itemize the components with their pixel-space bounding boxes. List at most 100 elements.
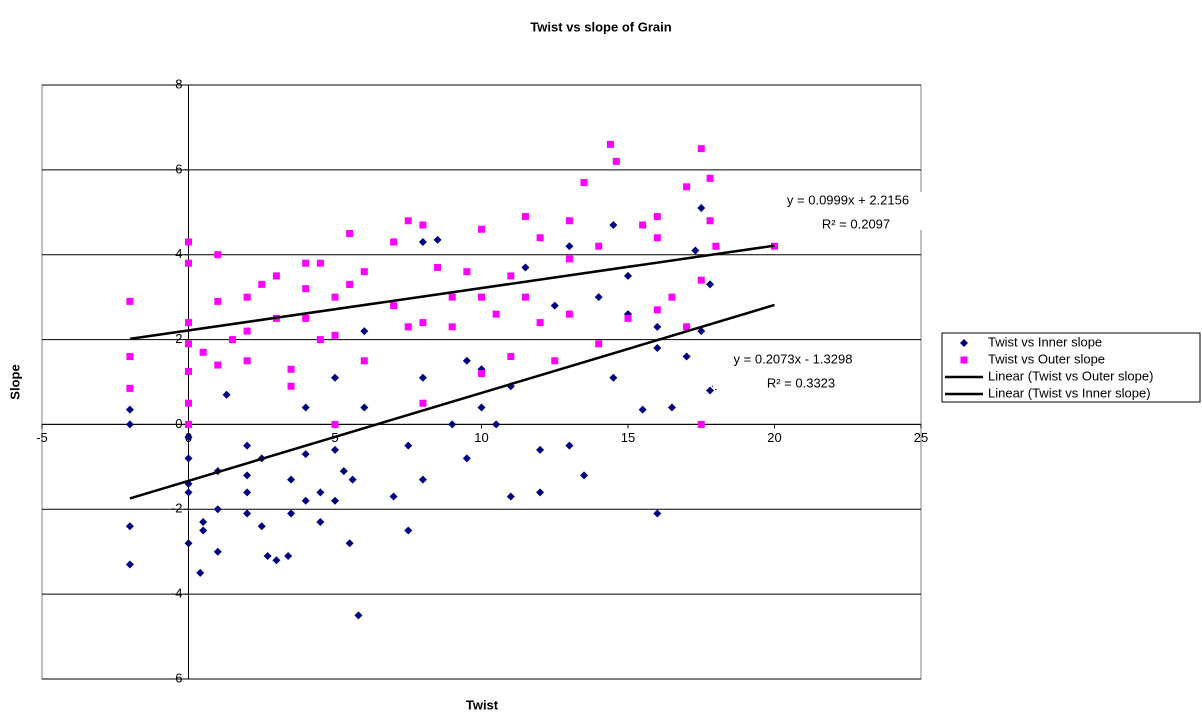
legend — [941, 332, 1201, 403]
y-tick-label: 0 — [175, 416, 182, 431]
point — [345, 539, 354, 548]
point — [419, 319, 427, 327]
point — [185, 420, 192, 428]
point — [360, 357, 368, 365]
point — [316, 488, 325, 497]
point — [301, 450, 310, 459]
point — [346, 230, 354, 237]
point — [301, 403, 310, 412]
annotation-bg — [713, 351, 873, 389]
point — [331, 293, 339, 301]
y-tick-label: -2 — [171, 501, 183, 516]
point — [302, 285, 310, 293]
point — [624, 271, 632, 280]
point — [390, 238, 398, 246]
trendline-r2: R² = 0.3323 — [767, 375, 835, 390]
point — [697, 420, 705, 428]
point — [389, 492, 398, 501]
point — [199, 526, 208, 535]
point — [706, 280, 715, 289]
point — [507, 272, 515, 280]
point — [126, 353, 134, 361]
y-tick-label: 2 — [175, 331, 182, 346]
point — [331, 420, 339, 428]
point — [287, 365, 295, 373]
point — [360, 403, 369, 412]
point — [691, 246, 700, 255]
point — [653, 344, 662, 353]
point — [536, 319, 544, 327]
point — [433, 235, 442, 244]
point — [565, 441, 574, 450]
trendline — [129, 244, 775, 341]
point — [263, 551, 272, 560]
point — [434, 263, 442, 271]
point — [478, 293, 485, 301]
trendline-equation: y = 0.0999x + 2.2156 — [787, 192, 909, 207]
point — [419, 221, 427, 229]
point — [683, 183, 691, 191]
point — [667, 403, 676, 412]
point — [418, 475, 427, 484]
point — [580, 471, 589, 480]
trendline — [129, 303, 775, 500]
point — [126, 384, 134, 392]
y-tick-label: -6 — [171, 670, 183, 685]
point — [258, 280, 266, 288]
point — [609, 373, 618, 382]
point — [243, 488, 252, 497]
point — [550, 301, 559, 310]
point — [653, 213, 661, 221]
point — [257, 522, 266, 531]
point — [213, 547, 222, 556]
point — [712, 242, 720, 250]
point — [287, 509, 296, 518]
point — [125, 405, 134, 414]
point — [448, 420, 457, 429]
point — [682, 352, 691, 361]
point — [536, 488, 545, 497]
point — [594, 293, 603, 302]
point — [243, 293, 251, 301]
point — [404, 441, 413, 450]
point — [272, 272, 280, 280]
point — [697, 145, 705, 153]
chart-title: Twist vs slope of Grain — [530, 19, 671, 34]
point — [653, 306, 661, 314]
point — [404, 217, 412, 225]
point — [536, 445, 545, 454]
point — [653, 234, 661, 242]
point — [624, 314, 632, 322]
point — [507, 353, 515, 361]
point — [228, 336, 236, 344]
point — [418, 373, 427, 382]
point — [606, 140, 614, 148]
point — [243, 327, 251, 335]
y-tick-label: 8 — [175, 76, 182, 91]
point — [462, 454, 471, 463]
x-tick-label: 15 — [621, 430, 635, 445]
point — [506, 492, 515, 501]
y-tick-label: 4 — [175, 246, 182, 261]
point — [668, 293, 676, 301]
point — [331, 331, 339, 339]
point — [185, 238, 192, 246]
point — [214, 251, 222, 259]
point — [302, 259, 310, 267]
point — [222, 390, 231, 399]
point — [196, 568, 205, 577]
point — [697, 327, 706, 336]
point — [287, 475, 296, 484]
point — [448, 323, 456, 331]
point — [697, 204, 706, 213]
point — [653, 509, 662, 518]
point — [185, 340, 192, 348]
point — [199, 518, 208, 527]
point — [478, 370, 485, 378]
point — [706, 386, 715, 395]
point — [287, 382, 295, 390]
point — [418, 237, 427, 246]
point — [595, 242, 603, 250]
point — [639, 221, 647, 229]
